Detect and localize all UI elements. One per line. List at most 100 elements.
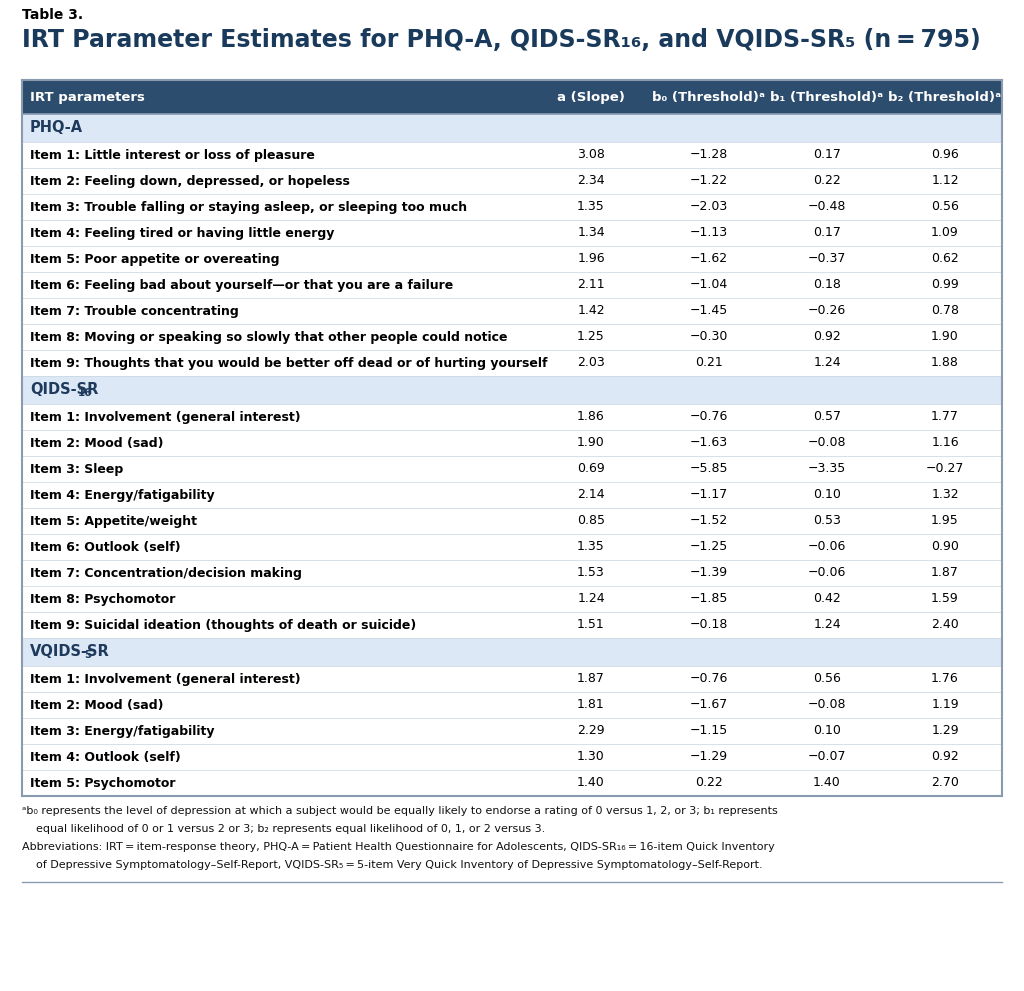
Text: −2.03: −2.03 xyxy=(690,200,728,213)
Text: 0.42: 0.42 xyxy=(813,593,841,606)
Text: 0.17: 0.17 xyxy=(813,227,841,240)
Text: Item 5: Poor appetite or overeating: Item 5: Poor appetite or overeating xyxy=(30,253,280,266)
Text: 5: 5 xyxy=(84,650,92,660)
Text: Abbreviations: IRT = item-response theory, PHQ-A = Patient Health Questionnaire : Abbreviations: IRT = item-response theor… xyxy=(22,842,775,852)
Text: 1.35: 1.35 xyxy=(578,540,605,554)
Text: Item 1: Involvement (general interest): Item 1: Involvement (general interest) xyxy=(30,673,301,686)
Text: Item 8: Moving or speaking so slowly that other people could notice: Item 8: Moving or speaking so slowly tha… xyxy=(30,331,508,344)
Bar xyxy=(22,560,1002,586)
Text: Item 9: Suicidal ideation (thoughts of death or suicide): Item 9: Suicidal ideation (thoughts of d… xyxy=(30,618,416,631)
Bar xyxy=(22,350,1002,376)
Text: −1.22: −1.22 xyxy=(690,174,728,187)
Text: 1.86: 1.86 xyxy=(578,410,605,423)
Text: −1.04: −1.04 xyxy=(690,278,728,291)
Text: 1.81: 1.81 xyxy=(578,699,605,712)
Text: 1.29: 1.29 xyxy=(931,724,958,737)
Bar xyxy=(22,220,1002,246)
Text: 1.09: 1.09 xyxy=(931,227,958,240)
Text: PHQ-A: PHQ-A xyxy=(30,121,83,136)
Text: 1.42: 1.42 xyxy=(578,304,605,317)
Text: b₂ (Threshold)ᵃ: b₂ (Threshold)ᵃ xyxy=(889,90,1001,103)
Bar xyxy=(22,612,1002,638)
Text: −1.67: −1.67 xyxy=(690,699,728,712)
Text: a (Slope): a (Slope) xyxy=(557,90,625,103)
Text: 1.19: 1.19 xyxy=(931,699,958,712)
Text: 1.40: 1.40 xyxy=(813,777,841,790)
Text: 0.56: 0.56 xyxy=(813,673,841,686)
Text: −0.08: −0.08 xyxy=(808,699,846,712)
Text: 2.70: 2.70 xyxy=(931,777,958,790)
Text: 1.90: 1.90 xyxy=(931,331,958,344)
Bar xyxy=(22,404,1002,430)
Text: 0.78: 0.78 xyxy=(931,304,959,317)
Bar xyxy=(22,534,1002,560)
Text: 1.59: 1.59 xyxy=(931,593,958,606)
Bar xyxy=(22,376,1002,404)
Text: Item 6: Outlook (self): Item 6: Outlook (self) xyxy=(30,540,180,554)
Text: 1.53: 1.53 xyxy=(578,567,605,580)
Text: 0.92: 0.92 xyxy=(931,750,958,763)
Bar xyxy=(22,770,1002,796)
Text: −0.48: −0.48 xyxy=(808,200,846,213)
Text: −0.26: −0.26 xyxy=(808,304,846,317)
Text: VQIDS-SR: VQIDS-SR xyxy=(30,644,110,659)
Text: Item 2: Mood (sad): Item 2: Mood (sad) xyxy=(30,436,164,450)
Text: 2.40: 2.40 xyxy=(931,618,958,631)
Text: equal likelihood of 0 or 1 versus 2 or 3; b₂ represents equal likelihood of 0, 1: equal likelihood of 0 or 1 versus 2 or 3… xyxy=(36,824,545,834)
Text: 1.40: 1.40 xyxy=(578,777,605,790)
Bar xyxy=(22,482,1002,508)
Bar xyxy=(22,638,1002,666)
Text: Item 3: Energy/fatigability: Item 3: Energy/fatigability xyxy=(30,724,214,737)
Text: 0.85: 0.85 xyxy=(577,514,605,527)
Bar xyxy=(22,114,1002,142)
Text: Item 1: Little interest or loss of pleasure: Item 1: Little interest or loss of pleas… xyxy=(30,149,314,162)
Text: 0.17: 0.17 xyxy=(813,149,841,162)
Bar xyxy=(22,194,1002,220)
Text: 16: 16 xyxy=(78,388,92,398)
Text: −0.18: −0.18 xyxy=(690,618,728,631)
Text: 1.24: 1.24 xyxy=(578,593,605,606)
Text: b₁ (Threshold)ᵃ: b₁ (Threshold)ᵃ xyxy=(770,90,884,103)
Text: 2.14: 2.14 xyxy=(578,489,605,501)
Text: −0.08: −0.08 xyxy=(808,436,846,450)
Text: 0.69: 0.69 xyxy=(578,463,605,476)
Text: −3.35: −3.35 xyxy=(808,463,846,476)
Text: 1.35: 1.35 xyxy=(578,200,605,213)
Bar xyxy=(22,168,1002,194)
Text: 0.57: 0.57 xyxy=(813,410,841,423)
Text: −1.17: −1.17 xyxy=(690,489,728,501)
Bar xyxy=(22,586,1002,612)
Text: Item 5: Psychomotor: Item 5: Psychomotor xyxy=(30,777,175,790)
Text: Table 3.: Table 3. xyxy=(22,8,83,22)
Text: −1.85: −1.85 xyxy=(690,593,728,606)
Bar xyxy=(22,298,1002,324)
Text: 1.32: 1.32 xyxy=(931,489,958,501)
Text: −1.45: −1.45 xyxy=(690,304,728,317)
Text: of Depressive Symptomatology–Self-Report, VQIDS-SR₅ = 5-item Very Quick Inventor: of Depressive Symptomatology–Self-Report… xyxy=(36,860,763,870)
Text: 1.24: 1.24 xyxy=(813,618,841,631)
Text: 0.10: 0.10 xyxy=(813,489,841,501)
Text: 1.25: 1.25 xyxy=(578,331,605,344)
Text: 0.90: 0.90 xyxy=(931,540,958,554)
Bar xyxy=(22,80,1002,114)
Text: −1.39: −1.39 xyxy=(690,567,728,580)
Text: QIDS-SR: QIDS-SR xyxy=(30,383,98,397)
Text: 3.08: 3.08 xyxy=(578,149,605,162)
Text: 1.88: 1.88 xyxy=(931,357,958,370)
Text: Item 5: Appetite/weight: Item 5: Appetite/weight xyxy=(30,514,197,527)
Text: Item 8: Psychomotor: Item 8: Psychomotor xyxy=(30,593,175,606)
Text: 1.77: 1.77 xyxy=(931,410,958,423)
Text: Item 2: Feeling down, depressed, or hopeless: Item 2: Feeling down, depressed, or hope… xyxy=(30,174,350,187)
Text: 1.95: 1.95 xyxy=(931,514,958,527)
Text: Item 4: Energy/fatigability: Item 4: Energy/fatigability xyxy=(30,489,215,501)
Text: 1.16: 1.16 xyxy=(931,436,958,450)
Text: 1.34: 1.34 xyxy=(578,227,605,240)
Text: 2.11: 2.11 xyxy=(578,278,605,291)
Bar xyxy=(22,744,1002,770)
Text: b₀ (Threshold)ᵃ: b₀ (Threshold)ᵃ xyxy=(652,90,766,103)
Text: 0.21: 0.21 xyxy=(695,357,723,370)
Text: IRT Parameter Estimates for PHQ-A, QIDS-SR₁₆, and VQIDS-SR₅ (n = 795): IRT Parameter Estimates for PHQ-A, QIDS-… xyxy=(22,28,981,52)
Text: −1.28: −1.28 xyxy=(690,149,728,162)
Text: −5.85: −5.85 xyxy=(690,463,728,476)
Text: Item 7: Concentration/decision making: Item 7: Concentration/decision making xyxy=(30,567,302,580)
